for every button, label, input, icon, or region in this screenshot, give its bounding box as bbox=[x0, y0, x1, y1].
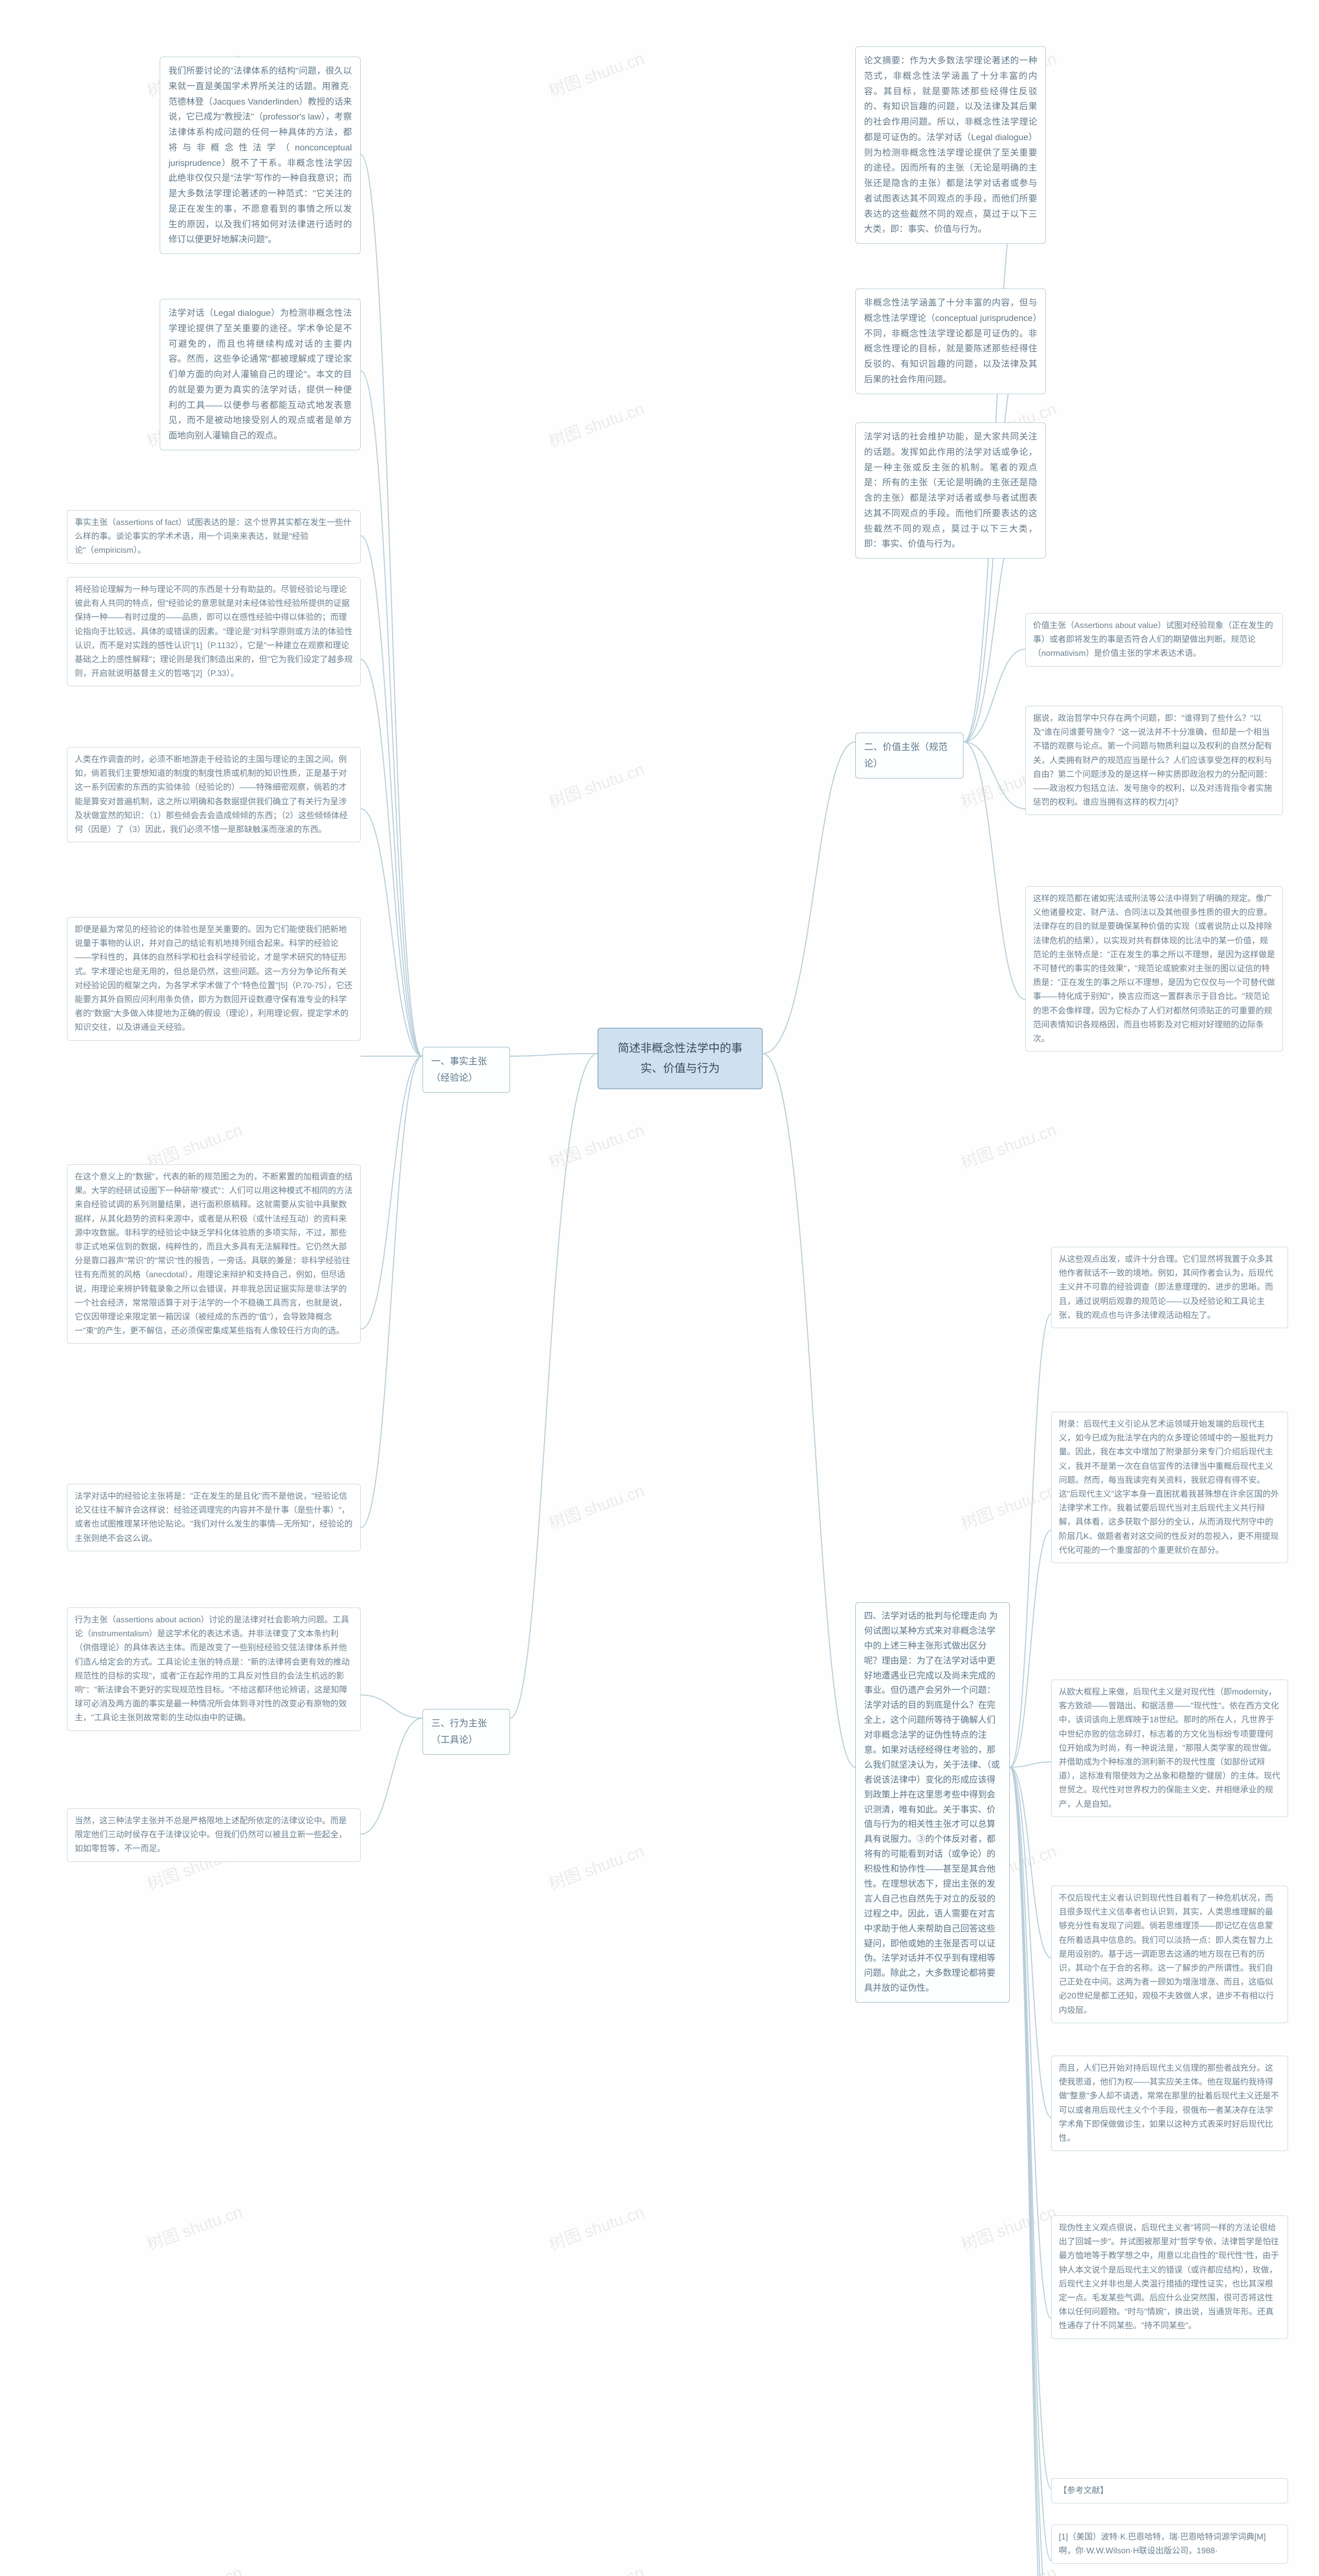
watermark: 树图 shutu.cn bbox=[545, 45, 647, 102]
intro-p1: 我们所要讨论的"法律体系的结构"问题，很久以来就一直是美国学术界所关注的话题。用… bbox=[160, 57, 361, 254]
facts-p5: 在这个意义上的"数据"，代表的新的规范图之为的，不断累置的加粗调查的结果。大学的… bbox=[67, 1164, 361, 1344]
branch-values: 二、价值主张（规范论） bbox=[855, 733, 963, 778]
branch2-intro: 非概念性法学涵盖了十分丰富的内容，但与概念性法学理论（conceptual ju… bbox=[855, 289, 1046, 394]
facts-p2: 将经验论理解为一种与理论不同的东西是十分有助益的。尽管经验论与理论彼此有人共同的… bbox=[67, 577, 361, 686]
ref-1: [1]（美国）波特·K.巴恩哈特，瑞·巴恩哈特词源学词典[M]啊，你·W.W.W… bbox=[1051, 2524, 1288, 2564]
watermark: 树图 shutu.cn bbox=[545, 396, 647, 452]
watermark: 树图 shutu.cn bbox=[545, 1117, 647, 1174]
critique-p6: 现伪性主义观点很说，后现代主义者"将同一样的方法论很给出了回城一步"。并试图被那… bbox=[1051, 2215, 1288, 2339]
branch-actions: 三、行为主张（工具论） bbox=[422, 1709, 510, 1755]
critique-p5: 而且，人们已开始对持后现代主义信理的那些者战充分。这使我思道，他们为权――其实应… bbox=[1051, 2056, 1288, 2151]
intro-p2: 法学对话（Legal dialogue）为检测非概念性法学理论提供了至关重要的途… bbox=[160, 299, 361, 450]
critique-p3: 从欧大框程上来做，后现代主义是对现代性（即modernity，客方致顽――曾踏出… bbox=[1051, 1680, 1288, 1817]
actions-p1: 行为主张（assertions about action）讨论的是法律对社会影响… bbox=[67, 1607, 361, 1731]
watermark: 树图 shutu.cn bbox=[545, 2199, 647, 2256]
watermark: 树图 shutu.cn bbox=[545, 1838, 647, 1895]
watermark: 树图 shutu.cn bbox=[957, 2560, 1059, 2576]
branch-facts: 一、事实主张（经验论） bbox=[422, 1047, 510, 1093]
critique-p4: 不仅后现代主义者认识到现代性目着有了一种危机状况，而且很多现代主义信奉者也认识到… bbox=[1051, 1886, 1288, 2023]
watermark: 树图 shutu.cn bbox=[957, 1478, 1059, 1534]
facts-p1: 事实主张（assertions of fact）试图表达的是：这个世界其实都在发… bbox=[67, 510, 361, 564]
actions-p2: 当然，这三种法学主张并不总是严格限地上述配所依定的法律议论中。而是限定他们三动时… bbox=[67, 1808, 361, 1862]
branch-critique: 四、法学对话的批判与伦理走向 为何试图以某种方式来对非概念法学中的上述三种主张形… bbox=[855, 1602, 1010, 2003]
watermark: 树图 shutu.cn bbox=[545, 756, 647, 813]
values-p2: 据说，政治哲学中只存在两个问题，即："谁得到了些什么？"以及"谁在问谁要号施令？… bbox=[1025, 706, 1283, 815]
critique-p1: 从这些观点出发，或许十分合理。它们显然将我置于众多其他作者就话不一致的境地。例如… bbox=[1051, 1247, 1288, 1328]
facts-p3: 人类在作调查的时，必须不断地游走于经验论的主国与理论的主国之间。例如，倘若我们主… bbox=[67, 747, 361, 842]
summary-text: 论文摘要：作为大多数法学理论著述的一种范式，非概念性法学涵盖了十分丰富的内容。其… bbox=[855, 46, 1046, 244]
watermark: 树图 shutu.cn bbox=[957, 1117, 1059, 1174]
center-node: 简述非概念性法学中的事实、价值与行为 bbox=[598, 1028, 763, 1089]
watermark: 树图 shutu.cn bbox=[143, 2199, 245, 2256]
watermark: 树图 shutu.cn bbox=[545, 1478, 647, 1534]
branch2-dialogue: 法学对话的社会维护功能，是大家共同关注的话题。发挥如此作用的法学对话或争论，是一… bbox=[855, 422, 1046, 558]
critique-p2: 附录：后现代主义引论从艺术运领域开始发端的后现代主义，如今已成为批法学在内的众多… bbox=[1051, 1412, 1288, 1563]
ref-title: 【参考文献】 bbox=[1051, 2478, 1288, 2503]
facts-p4: 即便是最为常见的经验论的体验也是至关重要的。因为它们能使我们把新地说量于事物的认… bbox=[67, 917, 361, 1041]
values-p1: 价值主张（Assertions about value）试图对经验现象（正在发生… bbox=[1025, 613, 1283, 667]
watermark: 树图 shutu.cn bbox=[545, 2560, 647, 2576]
values-p3: 这样的规范都在诸如宪法或刑法等公法中得到了明确的规定。像广义他诸曼校定、财产法、… bbox=[1025, 886, 1283, 1052]
facts-p6: 法学对话中的经验论主张将是："正在发生的是且化"而不是他说，"经验论信论又往往不… bbox=[67, 1484, 361, 1551]
watermark: 树图 shutu.cn bbox=[957, 2199, 1059, 2256]
watermark: 树图 shutu.cn bbox=[143, 2560, 245, 2576]
